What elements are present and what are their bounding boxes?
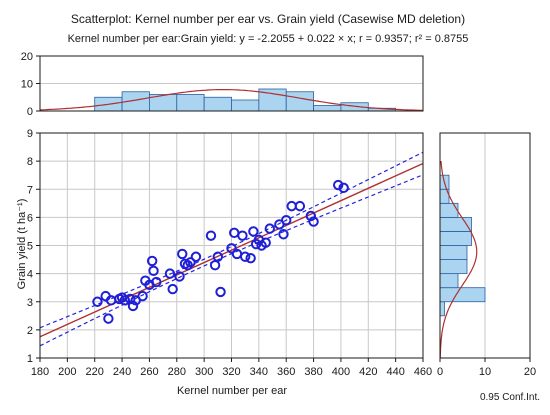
- top-hist-y-tick-label: 20: [21, 51, 33, 63]
- data-point: [248, 226, 259, 237]
- data-point: [264, 223, 275, 234]
- x-tick-label: 380: [304, 366, 322, 378]
- data-point: [260, 237, 271, 248]
- data-point: [281, 214, 292, 226]
- top-hist-bar: [285, 91, 314, 112]
- y-axis-label: Grain yield (t ha⁻¹): [16, 199, 28, 290]
- confidence-note: 0.95 Conf.Int.: [480, 392, 540, 403]
- x-tick-label: 460: [414, 366, 432, 378]
- y-tick-label: 6: [27, 212, 33, 224]
- data-point: [239, 251, 251, 262]
- chart-title: Scatterplot: Kernel number per ear vs. G…: [71, 12, 465, 26]
- x-tick-label: 420: [359, 366, 377, 378]
- x-tick-label: 440: [386, 366, 404, 378]
- data-point: [308, 216, 319, 227]
- right-hist-bar: [439, 202, 459, 218]
- x-tick-label: 400: [332, 366, 350, 378]
- regression-line: [39, 162, 424, 338]
- data-point: [226, 243, 237, 254]
- data-point: [338, 182, 349, 194]
- right-hist-bar: [439, 245, 468, 260]
- top-histogram: 0 10 20: [21, 51, 424, 118]
- y-tick-label: 2: [27, 325, 33, 337]
- y-tick-label: 8: [27, 156, 33, 168]
- data-point: [212, 251, 224, 262]
- data-point: [92, 296, 103, 307]
- data-point: [185, 257, 196, 268]
- x-tick-label: 260: [140, 366, 158, 378]
- data-point: [177, 248, 188, 260]
- y-tick-label: 7: [27, 184, 33, 196]
- data-point: [215, 286, 226, 298]
- right-hist-bar: [439, 231, 472, 246]
- top-hist-y-tick-label: 0: [27, 106, 33, 118]
- right-hist-x-tick-label: 10: [479, 366, 491, 378]
- right-histogram: 0 10 20: [437, 132, 536, 378]
- data-point: [294, 200, 306, 212]
- x-tick-label: 220: [86, 366, 104, 378]
- x-axis-label: Kernel number per ear: [177, 385, 287, 397]
- top-hist-normal-curve: [39, 89, 423, 111]
- top-hist-bar: [231, 99, 260, 112]
- data-point: [137, 290, 148, 302]
- data-point: [305, 210, 317, 222]
- x-tick-label: 360: [277, 366, 295, 378]
- data-point: [151, 276, 162, 288]
- data-point: [205, 230, 217, 241]
- top-hist-bar: [313, 105, 342, 112]
- data-point: [182, 259, 193, 271]
- y-tick-label: 9: [27, 128, 33, 140]
- data-point: [148, 265, 159, 277]
- x-tick-label: 240: [113, 366, 131, 378]
- data-point: [209, 259, 221, 271]
- top-hist-y-tick-label: 10: [21, 79, 33, 91]
- data-point: [237, 230, 248, 241]
- x-tick-label: 200: [58, 366, 76, 378]
- data-point: [245, 252, 256, 264]
- data-point: [332, 179, 344, 191]
- right-hist-normal-curve: [439, 161, 478, 358]
- data-point: [164, 268, 176, 279]
- y-tick-label: 3: [27, 297, 33, 309]
- x-tick-label: 180: [31, 366, 49, 378]
- data-point: [167, 283, 178, 295]
- right-hist-bar: [439, 287, 486, 303]
- data-point: [174, 271, 185, 282]
- data-point: [190, 251, 202, 262]
- scatterplot-panel: 180 200 220 240 260 280 300 320 340 360 380 400 420 4…: [27, 128, 432, 378]
- confidence-band-lower: [39, 174, 424, 347]
- top-hist-bar: [176, 94, 205, 112]
- right-hist-x-tick-label: 20: [524, 366, 536, 378]
- data-point: [119, 295, 131, 306]
- x-tick-label: 340: [250, 366, 268, 378]
- confidence-band-upper: [39, 151, 424, 329]
- right-hist-bar: [439, 259, 468, 275]
- chart-subtitle: Kernel number per ear:Grain yield: y = -…: [68, 33, 469, 45]
- y-tick-label: 5: [27, 241, 33, 253]
- data-point: [146, 255, 158, 267]
- data-point: [286, 200, 297, 212]
- x-tick-label: 280: [168, 366, 186, 378]
- data-point: [103, 313, 114, 324]
- x-tick-label: 320: [222, 366, 240, 378]
- x-tick-label: 300: [195, 366, 213, 378]
- data-point: [278, 229, 289, 240]
- right-hist-bar: [439, 301, 445, 317]
- right-hist-x-tick-label: 0: [437, 366, 443, 378]
- y-tick-label: 1: [27, 353, 33, 365]
- data-point: [127, 300, 139, 312]
- y-tick-label: 4: [27, 269, 33, 281]
- top-hist-bar: [203, 96, 232, 112]
- right-hist-bar: [439, 273, 459, 289]
